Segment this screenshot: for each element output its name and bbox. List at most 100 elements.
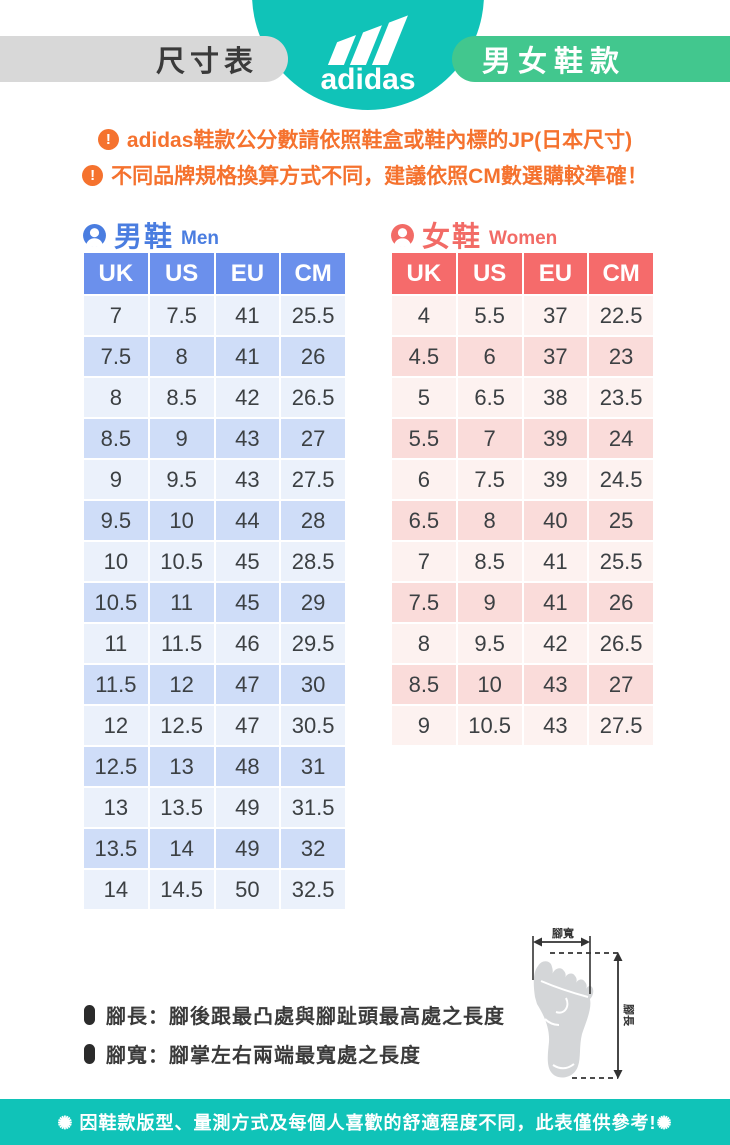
table-cell: 45	[213, 540, 282, 583]
table-cell: 44	[213, 499, 282, 542]
length-measure-arrow	[550, 952, 623, 1079]
table-cell: 49	[213, 786, 282, 829]
footer-disclaimer-band: ✺ 因鞋款版型、量測方式及每個人喜歡的舒適程度不同，此表僅供參考!✺	[0, 1099, 730, 1145]
table-cell: 32.5	[279, 868, 347, 911]
table-cell: 8	[147, 335, 216, 378]
table-cell: 13	[147, 745, 216, 788]
table-cell: 8.5	[390, 663, 458, 706]
table-cell: 10.5	[147, 540, 216, 583]
table-cell: 8	[390, 622, 458, 665]
table-cell: 8.5	[455, 540, 524, 583]
table-row: 6.5 8 40 25	[390, 499, 655, 542]
table-cell: 43	[521, 663, 590, 706]
table-row: 7.5 8 41 26	[82, 335, 347, 378]
table-cell: 47	[213, 704, 282, 747]
column-header-eu: EU	[213, 251, 282, 296]
notice-line-cm-advice: ! 不同品牌規格換算方式不同，建議依照CM數選購較準確！	[0, 160, 730, 190]
table-cell: 41	[213, 335, 282, 378]
table-cell: 40	[521, 499, 590, 542]
exclamation-icon: !	[97, 128, 119, 150]
table-cell: 29.5	[279, 622, 347, 665]
table-cell: 27	[587, 663, 655, 706]
table-cell: 9.5	[82, 499, 150, 542]
column-header-cm: CM	[279, 251, 347, 296]
table-cell: 7	[82, 294, 150, 337]
table-cell: 7	[390, 540, 458, 583]
table-row: 7 7.5 41 25.5	[82, 294, 347, 337]
table-cell: 39	[521, 458, 590, 501]
table-cell: 12.5	[147, 704, 216, 747]
table-cell: 7.5	[390, 581, 458, 624]
table-cell: 43	[213, 417, 282, 460]
table-cell: 22.5	[587, 294, 655, 337]
table-cell: 8	[455, 499, 524, 542]
bullet-icon	[84, 1043, 95, 1064]
table-cell: 8.5	[147, 376, 216, 419]
women-table-body: 4 5.5 37 22.5 4.5 6 37 23 5 6.5 38 23.5 5.5 7 39 24 6 7.5…	[390, 294, 655, 747]
men-title-en: Men	[181, 227, 220, 249]
table-row: 13 13.5 49 31.5	[82, 786, 347, 829]
table-cell: 11.5	[82, 663, 150, 706]
table-cell: 43	[521, 704, 590, 747]
table-cell: 7	[455, 417, 524, 460]
table-cell: 14.5	[147, 868, 216, 911]
table-cell: 6	[390, 458, 458, 501]
table-row: 9 9.5 43 27.5	[82, 458, 347, 501]
table-row: 12.5 13 48 31	[82, 745, 347, 788]
table-header-row: UK US EU CM	[82, 251, 347, 296]
table-row: 11 11.5 46 29.5	[82, 622, 347, 665]
table-cell: 43	[213, 458, 282, 501]
table-cell: 26.5	[587, 622, 655, 665]
note-text: 腳寬：腳掌左右兩端最寬處之長度	[106, 1045, 421, 1067]
table-row: 4 5.5 37 22.5	[390, 294, 655, 337]
table-cell: 6.5	[455, 376, 524, 419]
table-cell: 7.5	[455, 458, 524, 501]
women-title-zh: 女鞋	[422, 221, 483, 252]
table-row: 14 14.5 50 32.5	[82, 868, 347, 911]
table-cell: 30.5	[279, 704, 347, 747]
table-cell: 30	[279, 663, 347, 706]
table-cell: 11	[82, 622, 150, 665]
table-cell: 5.5	[455, 294, 524, 337]
table-cell: 31.5	[279, 786, 347, 829]
foot-silhouette-icon	[533, 961, 594, 1078]
men-table-head: UK US EU CM	[82, 251, 347, 296]
women-title-en: Women	[489, 227, 558, 249]
table-cell: 12	[147, 663, 216, 706]
table-cell: 42	[213, 376, 282, 419]
table-cell: 4	[390, 294, 458, 337]
table-cell: 27.5	[279, 458, 347, 501]
table-cell: 5	[390, 376, 458, 419]
table-cell: 10.5	[82, 581, 150, 624]
table-cell: 28.5	[279, 540, 347, 583]
adidas-wordmark: adidas	[320, 63, 416, 96]
table-cell: 12.5	[82, 745, 150, 788]
footer-disclaimer-text: ✺ 因鞋款版型、量測方式及每個人喜歡的舒適程度不同，此表僅供參考!✺	[57, 1113, 673, 1133]
men-section-title: 男鞋 Men	[82, 215, 219, 255]
table-cell: 26	[279, 335, 347, 378]
column-header-us: US	[455, 251, 524, 296]
table-cell: 9.5	[455, 622, 524, 665]
note-text: 腳長：腳後跟最凸處與腳趾頭最高處之長度	[106, 1006, 505, 1028]
exclamation-icon: !	[82, 164, 104, 186]
women-section-title: 女鞋 Women	[390, 215, 557, 255]
table-cell: 9	[390, 704, 458, 747]
foot-measurement-diagram: 腳寬 腳長	[532, 926, 636, 1079]
table-cell: 8.5	[82, 417, 150, 460]
table-cell: 10	[82, 540, 150, 583]
table-cell: 37	[521, 294, 590, 337]
table-cell: 12	[82, 704, 150, 747]
table-cell: 24	[587, 417, 655, 460]
table-cell: 41	[521, 540, 590, 583]
table-cell: 13.5	[147, 786, 216, 829]
notice-text: adidas鞋款公分數請依照鞋盒或鞋內標的JP(日本尺寸)	[126, 129, 633, 152]
table-cell: 10.5	[455, 704, 524, 747]
table-row: 7 8.5 41 25.5	[390, 540, 655, 583]
table-cell: 41	[521, 581, 590, 624]
men-title-zh: 男鞋	[114, 221, 175, 252]
table-cell: 7.5	[147, 294, 216, 337]
table-row: 7.5 9 41 26	[390, 581, 655, 624]
notice-text: 不同品牌規格換算方式不同，建議依照CM數選購較準確！	[111, 165, 648, 188]
table-cell: 45	[213, 581, 282, 624]
table-cell: 24.5	[587, 458, 655, 501]
